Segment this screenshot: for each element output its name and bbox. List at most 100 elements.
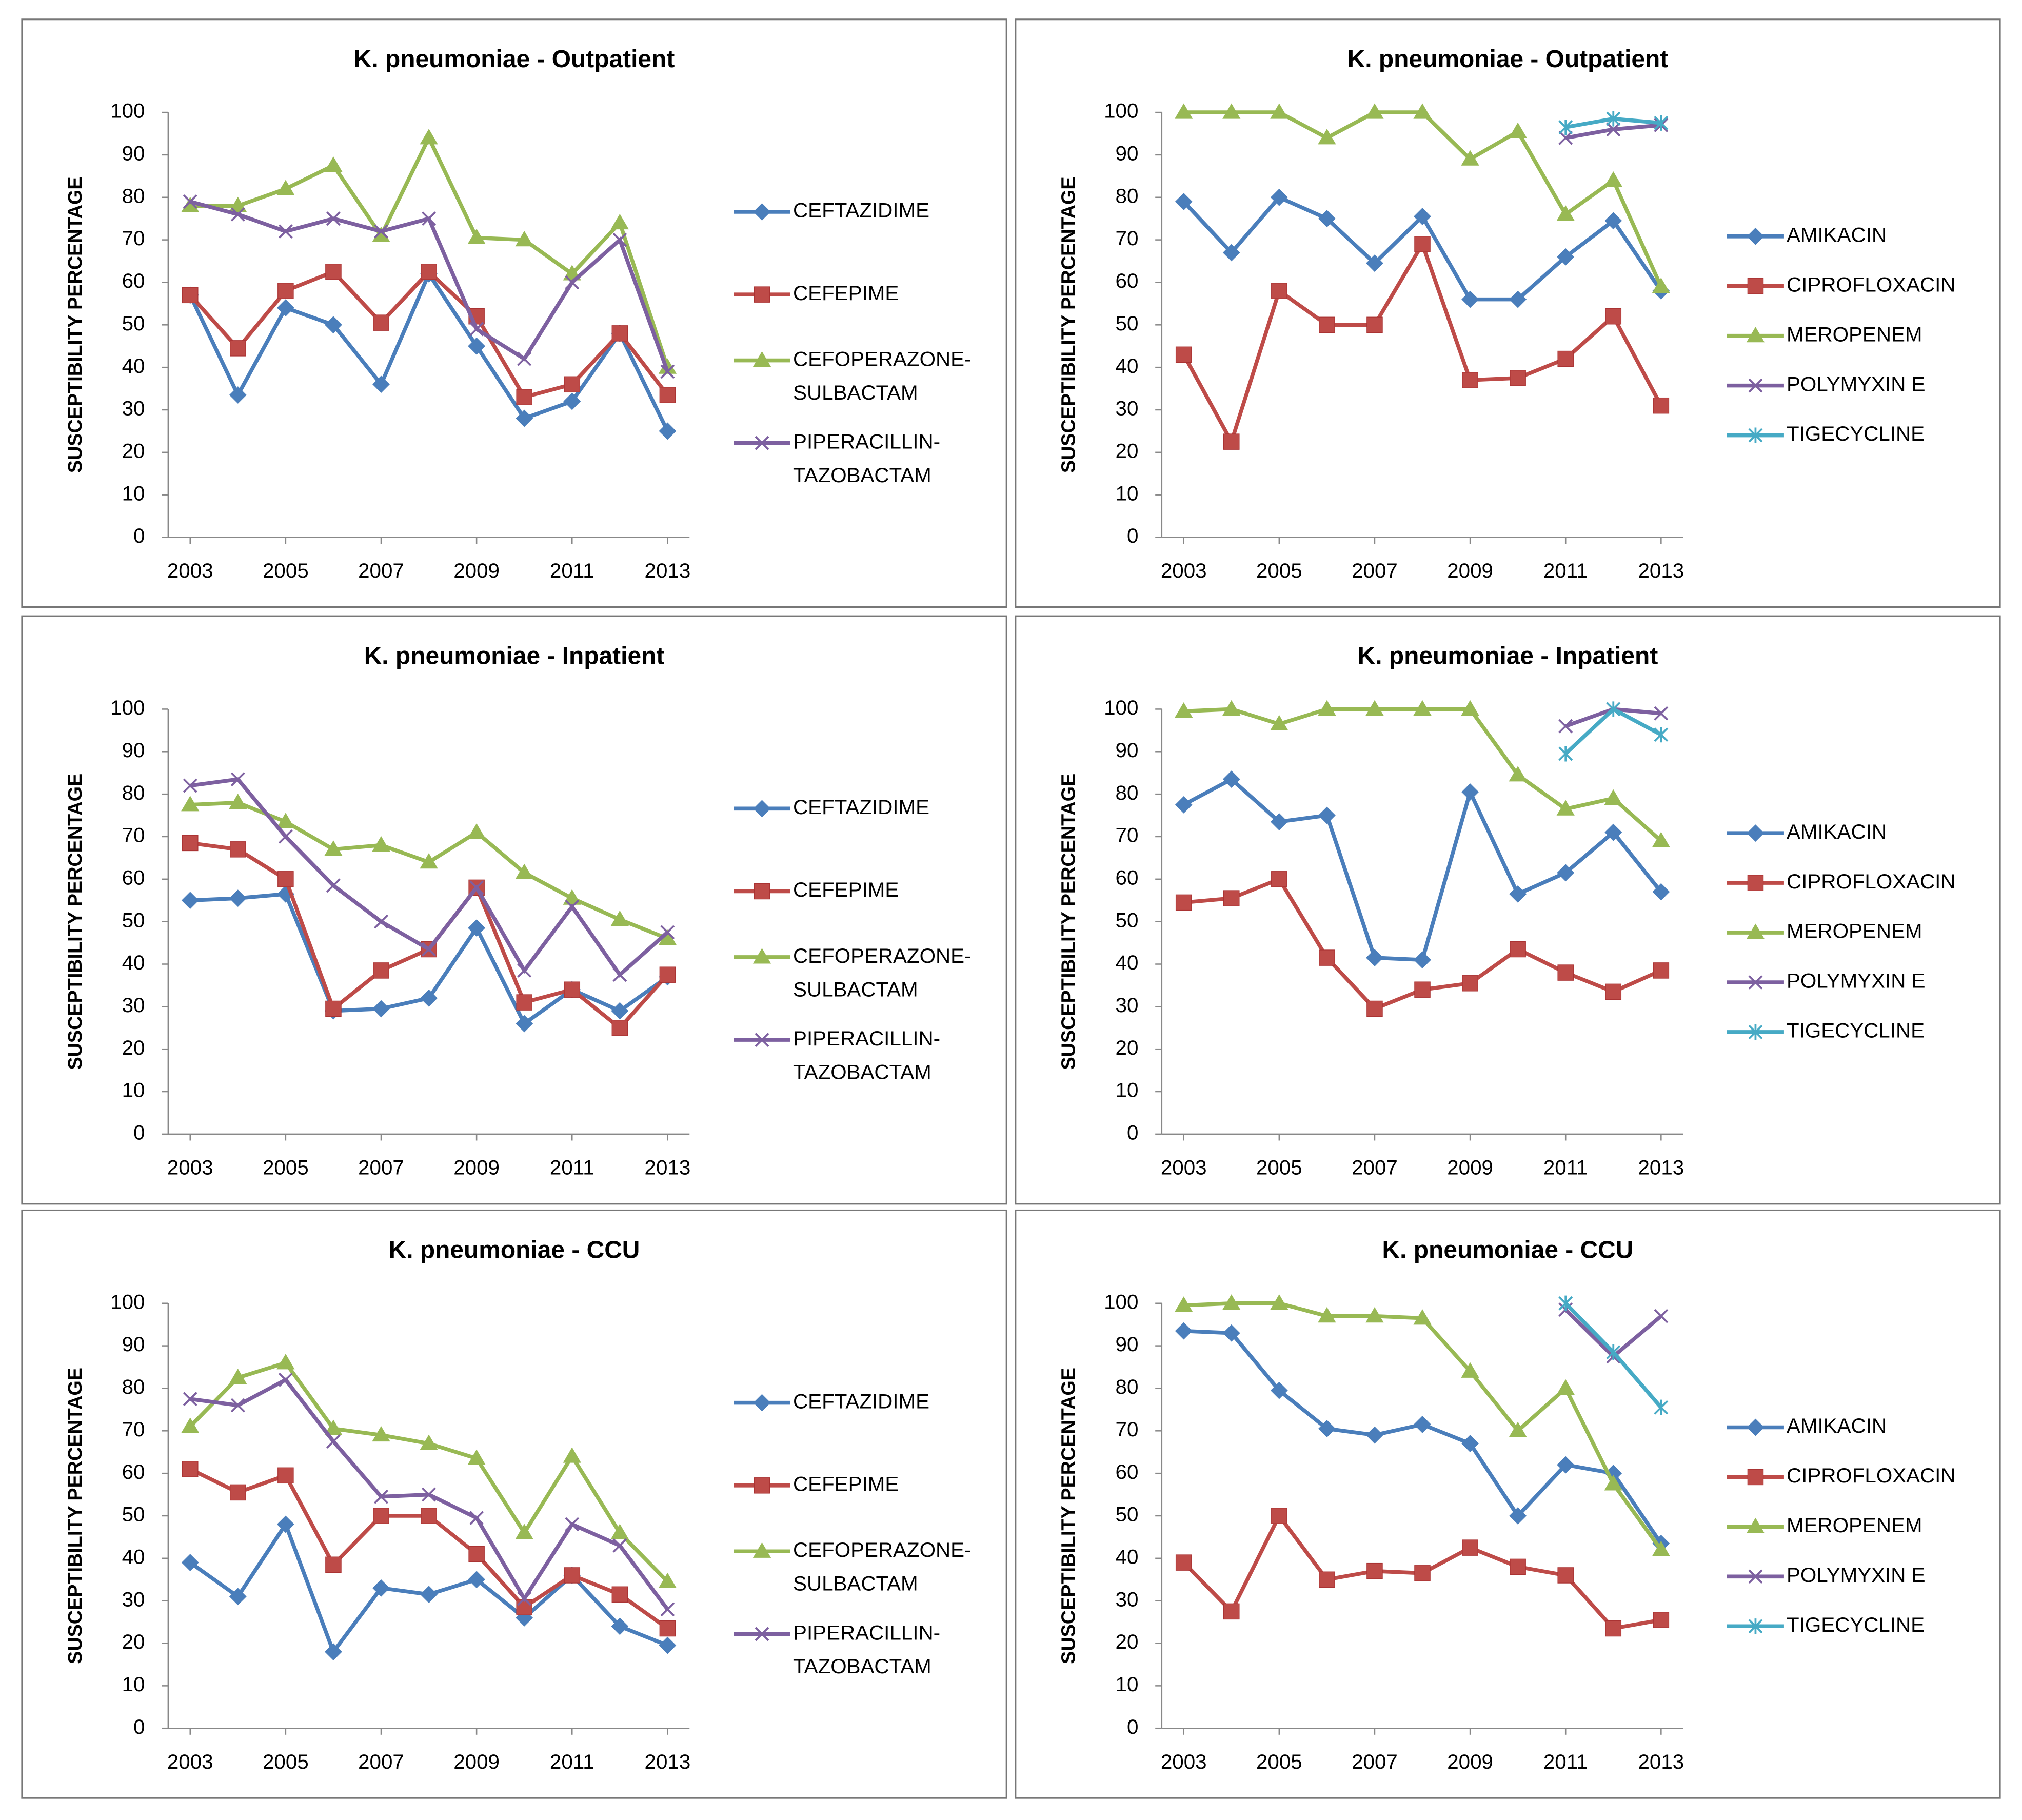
marker	[469, 880, 484, 895]
marker	[611, 1002, 629, 1020]
x-tick-label: 2011	[550, 559, 594, 582]
y-tick-label: 30	[122, 1587, 145, 1611]
marker	[660, 1602, 675, 1617]
marker	[1319, 1571, 1335, 1588]
marker	[1605, 1620, 1622, 1637]
legend-label: CIPROFLOXACIN	[1787, 869, 1956, 893]
x-tick-label: 2011	[550, 1156, 594, 1179]
marker	[1653, 962, 1670, 979]
marker	[1271, 1508, 1287, 1524]
marker	[277, 871, 294, 887]
marker	[1461, 1435, 1479, 1453]
marker	[1654, 115, 1669, 131]
y-axis-label: SUSCEPTIBILITY PERCENTAGE	[65, 176, 86, 473]
marker	[1366, 254, 1383, 272]
marker	[1510, 370, 1526, 386]
marker	[467, 823, 486, 839]
chart-panel: K. pneumoniae - CCU SUSCEPTIBILITY PERCEN…	[21, 1209, 1007, 1799]
marker	[1271, 283, 1287, 299]
y-tick-label: 50	[1116, 1502, 1139, 1526]
marker	[230, 1484, 246, 1501]
x-tick-label: 2005	[263, 559, 309, 582]
marker	[420, 853, 438, 869]
marker	[1604, 1475, 1622, 1491]
marker	[372, 1000, 390, 1018]
legend-label: CIPROFLOXACIN	[1787, 272, 1956, 296]
y-tick-label: 90	[1116, 1332, 1139, 1356]
legend-label: POLYMYXIN E	[1787, 969, 1926, 993]
marker	[278, 224, 293, 239]
y-tick-label: 50	[1116, 908, 1139, 932]
y-tick-label: 60	[1116, 1460, 1139, 1483]
marker	[181, 1554, 199, 1572]
marker	[230, 207, 245, 222]
x-tick-label: 2003	[167, 1156, 213, 1179]
marker	[181, 796, 200, 812]
marker	[326, 211, 341, 226]
chart-title: K. pneumoniae - CCU	[1382, 1237, 1634, 1264]
panel-border	[21, 1209, 1007, 1799]
x-tick-label: 2011	[1543, 1156, 1588, 1179]
marker	[1462, 975, 1478, 992]
marker	[1175, 1322, 1193, 1340]
marker	[421, 1508, 437, 1524]
x-tick-label: 2009	[453, 559, 500, 582]
y-tick-label: 0	[1127, 1715, 1138, 1738]
y-tick-label: 80	[122, 781, 145, 804]
marker	[1652, 278, 1670, 293]
marker	[1461, 700, 1479, 716]
marker	[1366, 1000, 1383, 1017]
marker	[1222, 770, 1240, 788]
marker	[183, 778, 197, 793]
legend-label: PIPERACILLIN-TAZOBACTAM	[793, 429, 940, 486]
y-tick-label: 100	[1104, 696, 1138, 719]
marker	[1654, 706, 1669, 721]
marker	[612, 967, 627, 982]
marker	[564, 981, 581, 998]
marker	[612, 232, 627, 247]
marker	[326, 1434, 341, 1449]
x-tick-label: 2009	[1447, 1750, 1493, 1773]
marker	[1652, 1540, 1670, 1556]
legend-marker	[1746, 327, 1765, 343]
x-tick-label: 2003	[1161, 1156, 1207, 1179]
marker	[421, 264, 437, 280]
marker	[324, 156, 343, 172]
y-tick-label: 60	[122, 865, 145, 889]
marker	[469, 322, 484, 337]
marker	[372, 836, 390, 852]
marker	[516, 994, 532, 1011]
marker	[659, 422, 677, 440]
marker	[373, 962, 389, 979]
marker	[1270, 103, 1288, 119]
x-tick-label: 2003	[167, 1750, 213, 1773]
marker	[325, 1643, 342, 1660]
legend-marker	[1748, 1024, 1763, 1040]
marker	[1175, 894, 1192, 911]
marker	[1509, 1421, 1527, 1437]
chart-title: K. pneumoniae - Inpatient	[1358, 642, 1658, 669]
x-tick-label: 2005	[1256, 1156, 1302, 1179]
legend-label: POLYMYXIN E	[1787, 1563, 1926, 1587]
y-tick-label: 60	[1116, 865, 1139, 889]
x-tick-label: 2003	[167, 559, 213, 582]
y-tick-label: 80	[1116, 1375, 1139, 1398]
legend-label: CEFOPERAZONE-SULBACTAM	[793, 1538, 971, 1595]
marker	[467, 1449, 486, 1465]
marker	[1413, 1309, 1432, 1325]
marker	[372, 226, 390, 242]
y-tick-label: 40	[1116, 951, 1139, 974]
legend-marker	[1747, 875, 1764, 891]
marker	[324, 840, 343, 856]
marker	[325, 1556, 342, 1573]
marker	[230, 1398, 245, 1413]
marker	[422, 211, 437, 226]
marker	[1223, 433, 1240, 450]
marker	[1606, 111, 1621, 127]
y-tick-label: 0	[133, 1715, 145, 1738]
marker	[230, 772, 245, 787]
y-tick-label: 100	[1104, 1290, 1138, 1313]
marker	[611, 1586, 628, 1603]
marker	[1509, 766, 1527, 782]
y-tick-label: 20	[122, 1630, 145, 1653]
